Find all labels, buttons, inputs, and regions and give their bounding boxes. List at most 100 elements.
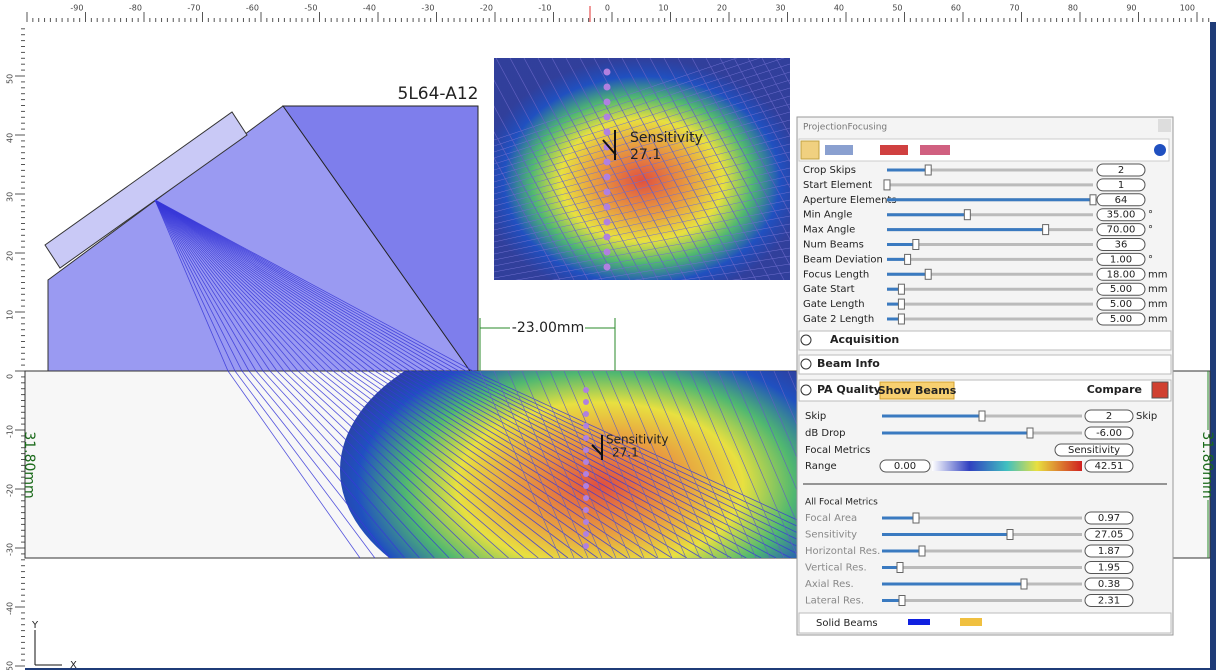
value-text[interactable]: 1 xyxy=(1118,180,1124,191)
show-beams-button[interactable] xyxy=(879,381,955,400)
slider-thumb[interactable] xyxy=(1020,578,1028,590)
value-text[interactable]: 2.31 xyxy=(1098,596,1120,607)
section-title[interactable]: Acquisition xyxy=(830,333,899,346)
gate-color[interactable] xyxy=(960,618,982,626)
expander[interactable] xyxy=(800,334,812,346)
value-box[interactable] xyxy=(1096,193,1146,207)
value-box[interactable] xyxy=(1084,528,1134,541)
axis-y-label: Y xyxy=(31,620,39,631)
value-text[interactable]: 0.00 xyxy=(894,461,916,472)
slider-thumb[interactable] xyxy=(1026,427,1034,439)
gate-point xyxy=(603,83,611,91)
show-beams-label[interactable]: Show Beams xyxy=(878,384,957,397)
slider-thumb[interactable] xyxy=(904,253,912,265)
value-text[interactable]: 5.00 xyxy=(1110,299,1132,310)
value-box[interactable] xyxy=(1096,267,1146,281)
value-text[interactable]: 36 xyxy=(1115,240,1128,251)
value-text[interactable]: 5.00 xyxy=(1110,284,1132,295)
beam xyxy=(154,199,376,559)
value-box[interactable] xyxy=(1096,208,1146,222)
section-title[interactable]: PA Quality xyxy=(817,383,881,396)
value-box[interactable] xyxy=(1084,409,1134,423)
slider-thumb[interactable] xyxy=(897,313,905,325)
slider-thumb[interactable] xyxy=(912,512,920,524)
value-text[interactable]: 2 xyxy=(1118,165,1124,176)
value-box[interactable] xyxy=(1084,577,1134,591)
slider-thumb[interactable] xyxy=(912,239,920,250)
value-text[interactable]: -6.00 xyxy=(1096,428,1122,439)
value-text[interactable]: 2 xyxy=(1106,411,1112,422)
slider-thumb[interactable] xyxy=(918,545,926,557)
value-text[interactable]: 0.38 xyxy=(1098,579,1120,590)
value-box[interactable] xyxy=(1084,511,1134,525)
expander[interactable] xyxy=(800,384,812,396)
value-text[interactable]: 0.97 xyxy=(1098,513,1120,524)
tool-button[interactable] xyxy=(920,145,950,155)
value-box[interactable] xyxy=(1084,426,1134,440)
value-text[interactable]: 1.00 xyxy=(1110,254,1132,265)
tool-button[interactable] xyxy=(800,140,820,160)
value-text[interactable]: 70.00 xyxy=(1107,225,1136,236)
value-box[interactable] xyxy=(1054,443,1134,457)
param-unit: mm xyxy=(1148,284,1167,295)
section-title[interactable]: Beam Info xyxy=(817,357,880,370)
slider-thumb[interactable] xyxy=(978,410,986,422)
footer-label[interactable]: Solid Beams xyxy=(816,618,878,629)
slider-thumb[interactable] xyxy=(898,595,906,606)
value-text[interactable]: 64 xyxy=(1115,195,1128,206)
value-text[interactable]: 1.95 xyxy=(1098,563,1120,574)
slider-thumb[interactable] xyxy=(883,179,891,191)
slider-thumb[interactable] xyxy=(897,283,905,295)
info-button[interactable] xyxy=(1154,144,1166,156)
value-box[interactable] xyxy=(1096,252,1146,266)
expander[interactable] xyxy=(800,358,812,370)
value-box[interactable] xyxy=(1096,178,1146,192)
param-unit: mm xyxy=(1148,314,1167,325)
value-text[interactable]: 1.87 xyxy=(1098,546,1120,557)
beam xyxy=(154,199,450,559)
value-box[interactable] xyxy=(1084,594,1134,607)
value-text[interactable]: 42.51 xyxy=(1095,461,1124,472)
section-bar[interactable] xyxy=(798,330,1172,351)
left-ruler xyxy=(0,0,25,670)
slider-thumb[interactable] xyxy=(963,209,971,221)
ruler-label: 50 xyxy=(892,4,902,13)
value-text[interactable]: 27.05 xyxy=(1095,530,1124,541)
beam xyxy=(761,58,790,111)
value-box[interactable] xyxy=(1096,297,1146,311)
beam xyxy=(495,58,617,280)
slider-thumb[interactable] xyxy=(897,298,905,310)
beam-color[interactable] xyxy=(908,619,930,625)
value-box[interactable] xyxy=(1096,238,1146,251)
section-bar[interactable] xyxy=(798,354,1172,375)
beam xyxy=(494,167,790,237)
slider-thumb[interactable] xyxy=(1006,529,1014,540)
value-box[interactable] xyxy=(1084,544,1134,558)
beam xyxy=(675,371,757,558)
tool-button[interactable] xyxy=(880,145,908,155)
slider-thumb[interactable] xyxy=(924,164,932,176)
compare-label[interactable]: Compare xyxy=(1087,383,1142,396)
value-box[interactable] xyxy=(1084,561,1134,574)
value-box[interactable] xyxy=(1084,459,1134,473)
value-box[interactable] xyxy=(1096,282,1146,296)
close-button[interactable] xyxy=(1158,119,1171,132)
slider-thumb[interactable] xyxy=(1089,194,1097,206)
value-text[interactable]: Sensitivity xyxy=(1068,445,1120,456)
slider-thumb[interactable] xyxy=(924,268,932,280)
ruler-label: 10 xyxy=(658,4,668,13)
value-text[interactable]: 35.00 xyxy=(1107,210,1136,221)
compare-button[interactable] xyxy=(1151,381,1169,399)
value-box[interactable] xyxy=(1096,163,1146,177)
beam xyxy=(154,199,420,559)
value-box[interactable] xyxy=(879,459,931,473)
tool-button[interactable] xyxy=(825,145,853,155)
value-text[interactable]: 5.00 xyxy=(1110,314,1132,325)
gate-point xyxy=(583,507,589,513)
value-box[interactable] xyxy=(1096,223,1146,237)
slider-thumb[interactable] xyxy=(896,562,904,573)
sensitivity-label: Sensitivity xyxy=(606,433,668,447)
value-box[interactable] xyxy=(1096,312,1146,326)
value-text[interactable]: 18.00 xyxy=(1107,269,1136,280)
slider-thumb[interactable] xyxy=(1042,224,1050,236)
